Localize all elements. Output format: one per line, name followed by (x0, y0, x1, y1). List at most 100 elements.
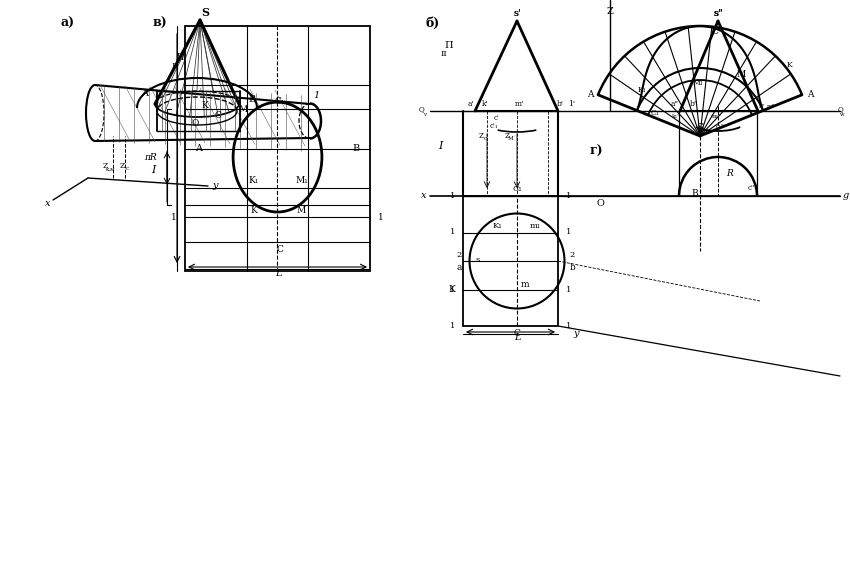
Text: M: M (508, 136, 514, 142)
Text: m₁": m₁" (711, 114, 722, 118)
Text: K₁: K₁ (638, 86, 646, 95)
Text: x: x (45, 199, 51, 208)
Text: c: c (126, 166, 128, 171)
Text: M: M (297, 205, 306, 215)
Text: C: C (711, 27, 718, 36)
Text: a": a" (671, 100, 679, 108)
Text: 2: 2 (570, 251, 575, 259)
Text: O: O (191, 119, 199, 128)
Text: R: R (727, 169, 734, 178)
Text: Z: Z (102, 162, 108, 170)
Text: 1': 1' (569, 100, 575, 108)
Text: L: L (513, 333, 520, 342)
Text: 1: 1 (450, 229, 455, 237)
Text: M₁: M₁ (693, 79, 704, 87)
Text: b': b' (557, 100, 564, 108)
Text: M₁: M₁ (295, 176, 308, 185)
Text: k₁": k₁" (672, 114, 681, 118)
Text: k": k" (759, 104, 765, 109)
Text: K: K (786, 61, 792, 69)
Text: L: L (275, 268, 281, 277)
Text: c₁": c₁" (716, 125, 724, 130)
Text: 1: 1 (450, 322, 455, 330)
Text: 1: 1 (566, 229, 571, 237)
Text: a: a (456, 263, 462, 272)
Text: I: I (150, 165, 156, 175)
Text: 1: 1 (171, 213, 177, 222)
Text: II: II (440, 50, 447, 58)
Text: M: M (238, 105, 247, 114)
Text: 1: 1 (378, 213, 383, 222)
Text: 1: 1 (566, 322, 571, 330)
Text: C: C (214, 112, 222, 121)
Text: m: m (521, 280, 530, 289)
Text: A: A (586, 91, 593, 99)
Text: C₁: C₁ (513, 185, 522, 193)
Text: B: B (248, 95, 256, 104)
Text: M: M (736, 70, 745, 79)
Text: K₁: K₁ (248, 176, 258, 185)
Text: b: b (570, 263, 575, 272)
Text: s': s' (517, 20, 518, 22)
Text: s': s' (513, 8, 521, 18)
Text: к,м: к,м (106, 166, 116, 171)
Text: A: A (141, 89, 149, 98)
Text: y: y (573, 329, 579, 338)
Text: m": m" (767, 104, 775, 109)
Text: П: П (175, 54, 184, 62)
Text: x: x (421, 191, 426, 200)
Text: I: I (438, 141, 442, 151)
Text: C: C (276, 245, 283, 254)
Text: П: П (445, 41, 453, 50)
Text: b": b" (690, 100, 698, 108)
Text: A: A (196, 144, 202, 153)
Text: Q: Q (838, 105, 844, 113)
Text: S: S (696, 123, 704, 133)
Text: 2: 2 (456, 251, 462, 259)
Text: c: c (484, 136, 486, 142)
Text: πR: πR (144, 153, 157, 161)
Text: Q: Q (418, 105, 424, 113)
Text: m': m' (514, 100, 524, 108)
Text: s': s' (513, 8, 521, 18)
Text: C₁: C₁ (275, 97, 285, 106)
Text: C: C (513, 329, 520, 338)
Text: s": s" (713, 8, 722, 18)
Text: K: K (201, 101, 208, 110)
Text: а): а) (61, 16, 75, 29)
Text: K: K (250, 205, 257, 215)
Bar (185, 26, 370, 271)
Text: 1: 1 (566, 285, 571, 294)
Text: C₁: C₁ (651, 109, 660, 117)
Text: б): б) (426, 16, 440, 29)
Text: m₁: m₁ (530, 221, 541, 229)
Text: 1: 1 (450, 192, 455, 200)
Text: B: B (692, 190, 699, 199)
Text: s: s (475, 256, 479, 264)
Text: y: y (212, 182, 218, 191)
Text: г): г) (589, 144, 603, 157)
Text: w: w (840, 112, 845, 117)
Text: K₁: K₁ (492, 221, 502, 229)
Text: k': k' (482, 100, 488, 108)
Text: S: S (201, 7, 209, 19)
Text: c': c' (494, 114, 500, 122)
Text: a': a' (468, 100, 474, 108)
Text: 1: 1 (313, 92, 319, 101)
Text: O: O (596, 199, 604, 208)
Text: II: II (172, 62, 178, 70)
Bar (463, 196, 558, 326)
Text: Z: Z (505, 132, 509, 140)
Text: A: A (807, 91, 813, 99)
Text: 1: 1 (566, 192, 571, 200)
Text: B: B (353, 144, 360, 153)
Text: v: v (422, 112, 426, 117)
Text: g: g (843, 191, 849, 200)
Text: s": s" (713, 8, 722, 18)
Text: s": s" (713, 8, 722, 18)
Text: c": c" (747, 184, 755, 192)
Text: Z: Z (119, 162, 125, 170)
Text: Z: Z (607, 6, 614, 15)
Text: 1: 1 (450, 285, 455, 294)
Text: Z: Z (479, 132, 484, 140)
